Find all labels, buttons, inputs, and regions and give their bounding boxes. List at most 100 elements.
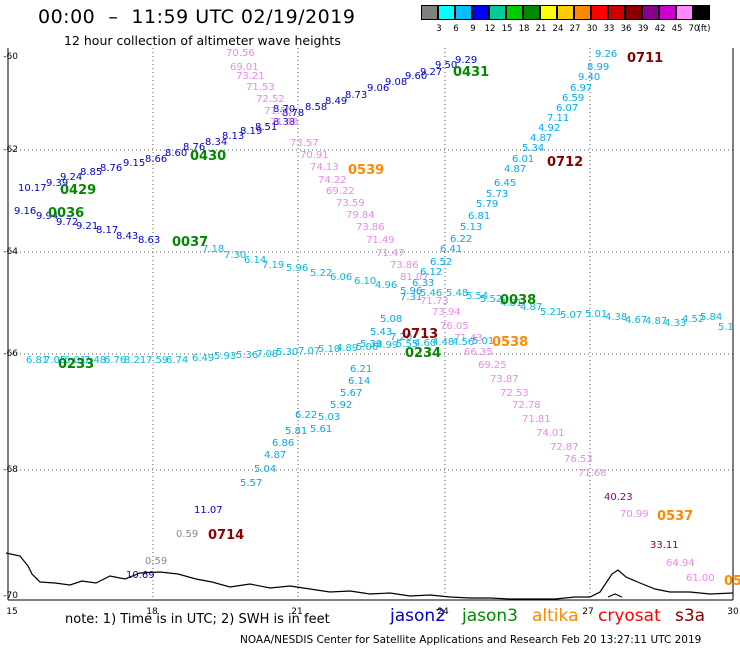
- wave-height-value: 81.07: [400, 272, 429, 283]
- wave-height-value: 40.23: [604, 492, 633, 503]
- wave-height-value: 6.74: [166, 355, 188, 366]
- x-tick-label: 18: [146, 607, 158, 617]
- wave-height-value: 76.53: [564, 454, 593, 465]
- legend-swatch: [540, 5, 557, 20]
- wave-height-value: 73.21: [236, 71, 265, 82]
- wave-height-value: 5.84: [700, 312, 722, 323]
- legend-label: 15: [501, 24, 513, 34]
- wave-height-value: 71.73: [420, 296, 449, 307]
- wave-height-value: 71.47: [376, 248, 405, 259]
- altimeter-track: 6.817.056.017.486.768.21 7.596.74 6.49 5.93…: [26, 336, 494, 366]
- wave-height-value: 8.19: [240, 126, 262, 137]
- wave-height-value: 4.99: [376, 340, 398, 351]
- legend-swatch: [574, 5, 591, 20]
- wave-height-value: 7.18: [202, 244, 224, 255]
- wave-height-value: 6.59: [562, 93, 584, 104]
- legend-swatch: [438, 5, 455, 20]
- legend-swatch: [489, 5, 506, 20]
- wave-height-value: 5.93: [214, 351, 236, 362]
- wave-height-value: 8.51: [255, 122, 277, 133]
- wave-height-value: 70.91: [300, 150, 329, 161]
- wave-height-value: 8.60: [165, 148, 187, 159]
- wave-height-value: 76.05: [440, 321, 469, 332]
- wave-height-value: 6.86: [272, 438, 294, 449]
- pass-time-label: 0713: [402, 327, 438, 342]
- wave-height-value: 6.06: [330, 272, 352, 283]
- altimeter-track: 7.187.306.147.19 5.96 5.226.06 6.104.965.46…: [202, 244, 734, 333]
- wave-height-value: 5.06: [356, 342, 378, 353]
- wave-height-value: 5.30: [276, 347, 298, 358]
- wave-height-value: 6.01: [512, 154, 534, 165]
- wave-height-value: 8.99: [587, 62, 609, 73]
- wave-height-value: 8.66: [145, 154, 167, 165]
- legend-label: 39: [637, 24, 649, 34]
- wave-height-value: 8.38: [273, 117, 295, 128]
- wave-height-value: 71.33: [270, 117, 299, 128]
- altimeter-track: 0.59 0.59: [145, 529, 198, 567]
- legend-swatch: [557, 5, 574, 20]
- coastline-islet: [607, 593, 623, 598]
- wave-height-value: 4.89: [336, 343, 358, 354]
- wave-height-value: 70.56: [226, 48, 255, 59]
- pass-time-label: 0037: [172, 235, 208, 250]
- x-tick-label: 15: [6, 607, 17, 617]
- wave-height-value: 9.06: [367, 83, 389, 94]
- wave-height-value: 5.96: [286, 263, 308, 274]
- legend-label: 18: [518, 24, 530, 34]
- wave-height-value: 6.45: [494, 178, 516, 189]
- credit-line: NOAA/NESDIS Center for Satellite Applica…: [240, 634, 702, 646]
- wave-height-value: 9.60: [405, 71, 427, 82]
- y-tick-label: -62: [3, 145, 18, 155]
- pass-time-label: 0712: [547, 155, 583, 170]
- legend-label: 6: [453, 24, 459, 34]
- wave-height-value: 5.81: [285, 426, 307, 437]
- wave-height-value: 5.54: [466, 291, 488, 302]
- wave-height-value: 73.94: [432, 307, 461, 318]
- satellite-jason2: jason2: [390, 606, 446, 626]
- wave-height-value: 9.21: [76, 221, 98, 232]
- wave-height-value: 4.87: [504, 164, 526, 175]
- coastline: [5, 552, 734, 600]
- wave-height-value: 70.99: [620, 509, 649, 520]
- legend-label: 33: [603, 24, 615, 34]
- y-tick-label: -68: [3, 465, 18, 475]
- grid-lines: [7, 48, 734, 601]
- wave-height-value: 5.73: [486, 189, 508, 200]
- wave-height-value: 5.52: [480, 294, 502, 305]
- wave-height-value: 6.10: [354, 276, 376, 287]
- wave-height-value: 74.22: [318, 175, 347, 186]
- wave-height-value: 8.73: [345, 90, 367, 101]
- legend-label: 42: [654, 24, 666, 34]
- wave-height-value: 74.13: [310, 162, 339, 173]
- legend-swatch: [591, 5, 608, 20]
- wave-height-value: 5.61: [310, 424, 332, 435]
- wave-height-value: 6.81: [26, 355, 48, 366]
- wave-height-value: 5.36: [236, 350, 258, 361]
- wave-height-value: 9.15: [123, 158, 145, 169]
- wave-height-value: 5.21: [540, 307, 562, 318]
- x-tick-label: 24: [437, 607, 449, 617]
- wave-height-value: 71.68: [578, 468, 607, 479]
- legend-swatch: [659, 5, 676, 20]
- legend-swatch: [693, 5, 710, 20]
- pass-time-label: 0036: [48, 206, 84, 221]
- wave-height-value: 4.96: [375, 280, 397, 291]
- wave-height-value: 5.04: [254, 464, 276, 475]
- wave-height-value: 9.40: [578, 72, 600, 83]
- pass-time-label: 0430: [190, 149, 226, 164]
- pass-time-label: 0711: [627, 51, 663, 66]
- pass-time-label: 0038: [500, 293, 536, 308]
- wave-height-value: 6.07: [556, 103, 578, 114]
- pass-time-label: 0234: [405, 346, 441, 361]
- wave-height-value: 8.76: [100, 163, 122, 174]
- wave-height-value: 71.81: [522, 414, 551, 425]
- wave-height-value: 4.81: [500, 298, 522, 309]
- wave-height-value: 5.22: [310, 268, 332, 279]
- wave-height-value: 7.20: [390, 332, 412, 343]
- wave-height-value: 6.21: [350, 364, 372, 375]
- wave-height-value: 79.84: [346, 210, 375, 221]
- axis-labels: 15 18 21 24 27 30 -60 -62 -64 -66 -68 -70: [3, 52, 739, 617]
- wave-height-value: 8.85: [80, 167, 102, 178]
- legend-swatch: [625, 5, 642, 20]
